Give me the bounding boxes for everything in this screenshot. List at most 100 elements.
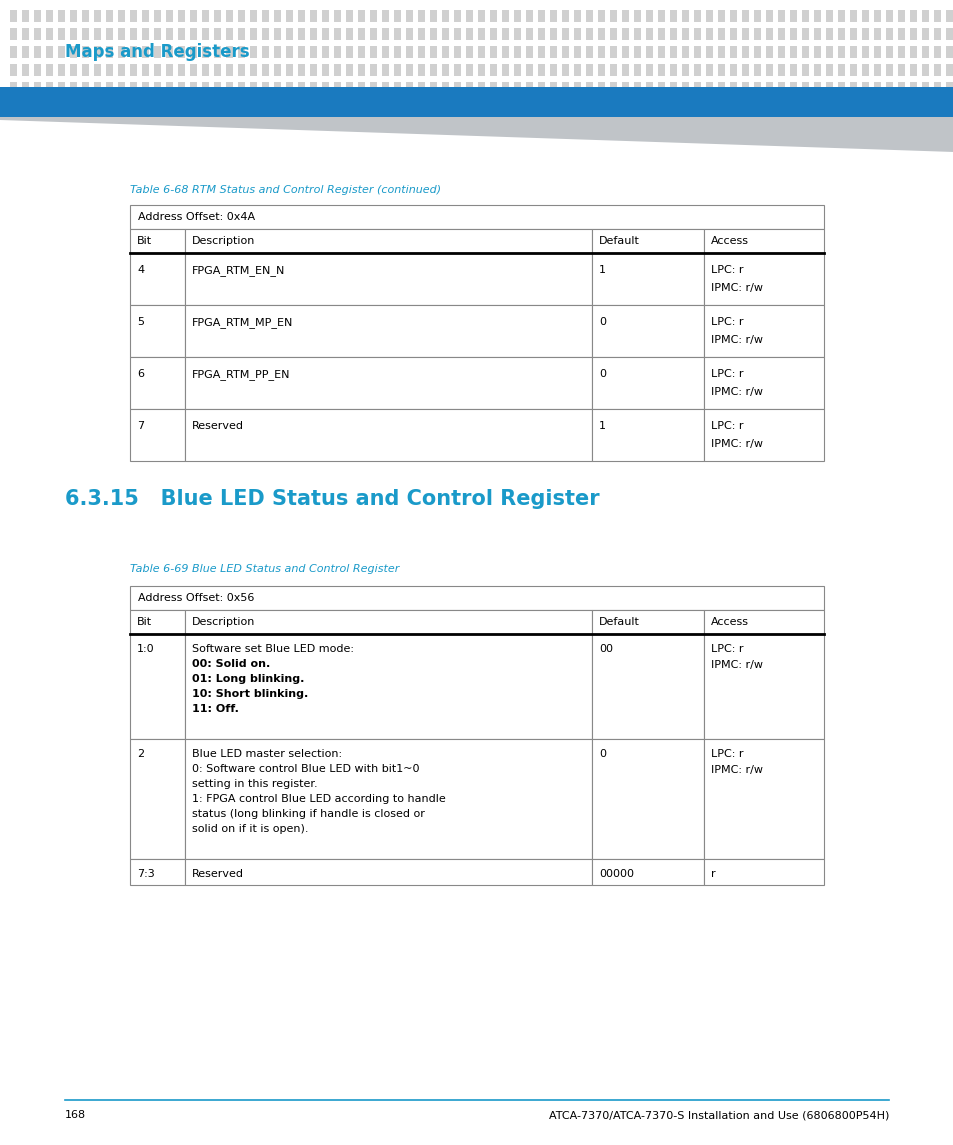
- Bar: [885, 82, 892, 94]
- Bar: [185, 305, 592, 357]
- Bar: [885, 10, 892, 22]
- Bar: [574, 10, 580, 22]
- Text: 10: Short blinking.: 10: Short blinking.: [192, 689, 308, 698]
- Bar: [561, 64, 568, 76]
- Text: Access: Access: [710, 236, 748, 246]
- Text: 00000: 00000: [598, 869, 634, 879]
- Bar: [381, 64, 389, 76]
- Bar: [909, 46, 916, 58]
- Bar: [718, 82, 724, 94]
- Text: status (long blinking if handle is closed or: status (long blinking if handle is close…: [192, 810, 424, 819]
- Bar: [237, 10, 245, 22]
- Bar: [585, 27, 593, 40]
- Bar: [322, 27, 329, 40]
- Bar: [70, 64, 77, 76]
- Bar: [394, 10, 400, 22]
- Text: Blue LED master selection:: Blue LED master selection:: [192, 749, 342, 759]
- Bar: [703, 305, 823, 357]
- Bar: [142, 64, 149, 76]
- Bar: [933, 82, 940, 94]
- Bar: [897, 46, 904, 58]
- Bar: [862, 10, 868, 22]
- Bar: [394, 64, 400, 76]
- Bar: [621, 27, 628, 40]
- Bar: [274, 64, 281, 76]
- Text: Address Offset: 0x4A: Address Offset: 0x4A: [138, 212, 254, 222]
- Bar: [22, 10, 29, 22]
- Bar: [286, 64, 293, 76]
- Bar: [825, 10, 832, 22]
- Bar: [897, 27, 904, 40]
- Bar: [118, 82, 125, 94]
- Bar: [142, 27, 149, 40]
- Bar: [70, 27, 77, 40]
- Bar: [417, 46, 424, 58]
- Bar: [10, 64, 17, 76]
- Bar: [46, 64, 53, 76]
- Bar: [185, 610, 592, 634]
- Bar: [849, 27, 856, 40]
- Bar: [185, 739, 592, 859]
- Text: LPC: r: LPC: r: [710, 749, 742, 759]
- Bar: [703, 253, 823, 305]
- Bar: [465, 27, 473, 40]
- Bar: [574, 27, 580, 40]
- Bar: [718, 64, 724, 76]
- Bar: [945, 27, 952, 40]
- Bar: [130, 10, 137, 22]
- Bar: [825, 82, 832, 94]
- Bar: [921, 46, 928, 58]
- Bar: [106, 46, 112, 58]
- Bar: [669, 10, 677, 22]
- Bar: [703, 739, 823, 859]
- Bar: [82, 10, 89, 22]
- Bar: [729, 82, 737, 94]
- Bar: [58, 46, 65, 58]
- Bar: [598, 27, 604, 40]
- Bar: [454, 10, 460, 22]
- Bar: [130, 357, 185, 409]
- Bar: [190, 46, 196, 58]
- Bar: [130, 27, 137, 40]
- Bar: [693, 64, 700, 76]
- Bar: [753, 10, 760, 22]
- Bar: [94, 46, 101, 58]
- Text: Reserved: Reserved: [192, 869, 244, 879]
- Bar: [658, 10, 664, 22]
- Bar: [370, 64, 376, 76]
- Bar: [394, 46, 400, 58]
- Text: LPC: r: LPC: r: [710, 643, 742, 654]
- Bar: [130, 46, 137, 58]
- Bar: [297, 10, 305, 22]
- Bar: [465, 82, 473, 94]
- Bar: [634, 27, 640, 40]
- Bar: [514, 82, 520, 94]
- Bar: [753, 27, 760, 40]
- Bar: [142, 10, 149, 22]
- Bar: [406, 82, 413, 94]
- Bar: [22, 82, 29, 94]
- Bar: [778, 82, 784, 94]
- Bar: [561, 27, 568, 40]
- Bar: [658, 46, 664, 58]
- Bar: [537, 82, 544, 94]
- Text: Bit: Bit: [137, 617, 152, 627]
- Bar: [130, 305, 185, 357]
- Bar: [634, 10, 640, 22]
- Bar: [185, 634, 592, 739]
- Bar: [885, 46, 892, 58]
- Bar: [741, 10, 748, 22]
- Bar: [945, 82, 952, 94]
- Bar: [441, 27, 449, 40]
- Bar: [394, 27, 400, 40]
- Bar: [703, 357, 823, 409]
- Bar: [153, 64, 161, 76]
- Bar: [106, 82, 112, 94]
- Bar: [705, 64, 712, 76]
- Bar: [34, 10, 41, 22]
- Bar: [537, 10, 544, 22]
- Bar: [574, 64, 580, 76]
- Bar: [130, 610, 185, 634]
- Bar: [778, 64, 784, 76]
- Bar: [130, 586, 823, 610]
